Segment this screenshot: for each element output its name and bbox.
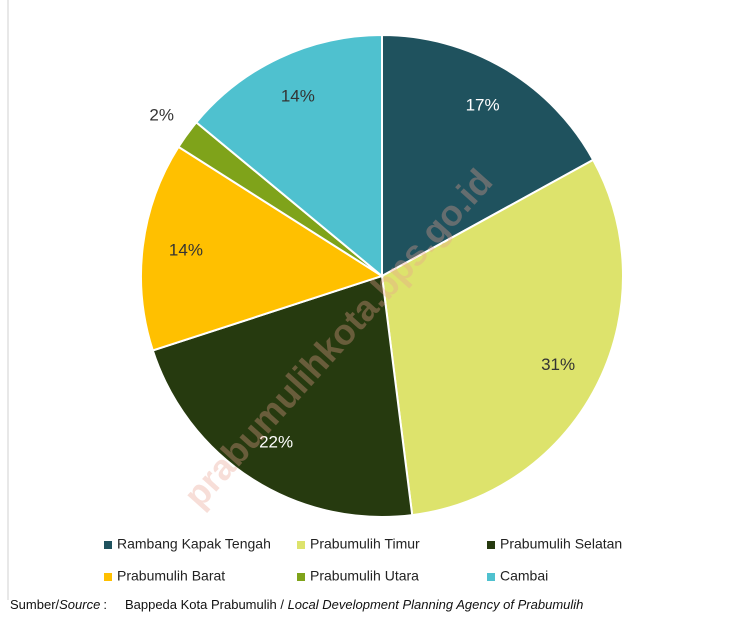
legend-swatch <box>104 541 112 549</box>
pie-slice <box>381 33 595 278</box>
data-label: 17% <box>466 95 500 114</box>
pie-slice <box>151 274 414 518</box>
legend-swatch <box>297 541 305 549</box>
pie-slice <box>380 158 624 517</box>
source-text-en: Local Development Planning Agency of Pra… <box>288 597 584 612</box>
legend-swatch <box>297 573 305 581</box>
legend-label: Cambai <box>500 568 548 584</box>
source-sep: : <box>103 597 107 612</box>
legend-label: Prabumulih Selatan <box>500 536 622 552</box>
pie-slice <box>140 145 385 352</box>
legend-swatch <box>487 573 495 581</box>
data-label: 2% <box>149 105 174 124</box>
legend-swatch <box>104 573 112 581</box>
legend-label: Prabumulih Timur <box>310 536 420 552</box>
legend-label: Rambang Kapak Tengah <box>117 536 271 552</box>
source: Sumber/Source: Bappeda Kota Prabumulih / … <box>10 597 583 612</box>
data-label: 14% <box>169 241 203 260</box>
pie-slice <box>194 33 383 279</box>
legend-label: Prabumulih Utara <box>310 568 419 584</box>
source-label: Sumber/ <box>10 597 60 612</box>
source-text: Bappeda Kota Prabumulih / <box>125 597 288 612</box>
data-label: 31% <box>541 355 575 374</box>
legend-swatch <box>487 541 495 549</box>
data-label: 14% <box>281 87 315 106</box>
legend-label: Prabumulih Barat <box>117 568 225 584</box>
source-label-en: Source <box>59 597 100 612</box>
data-label: 22% <box>259 432 293 451</box>
